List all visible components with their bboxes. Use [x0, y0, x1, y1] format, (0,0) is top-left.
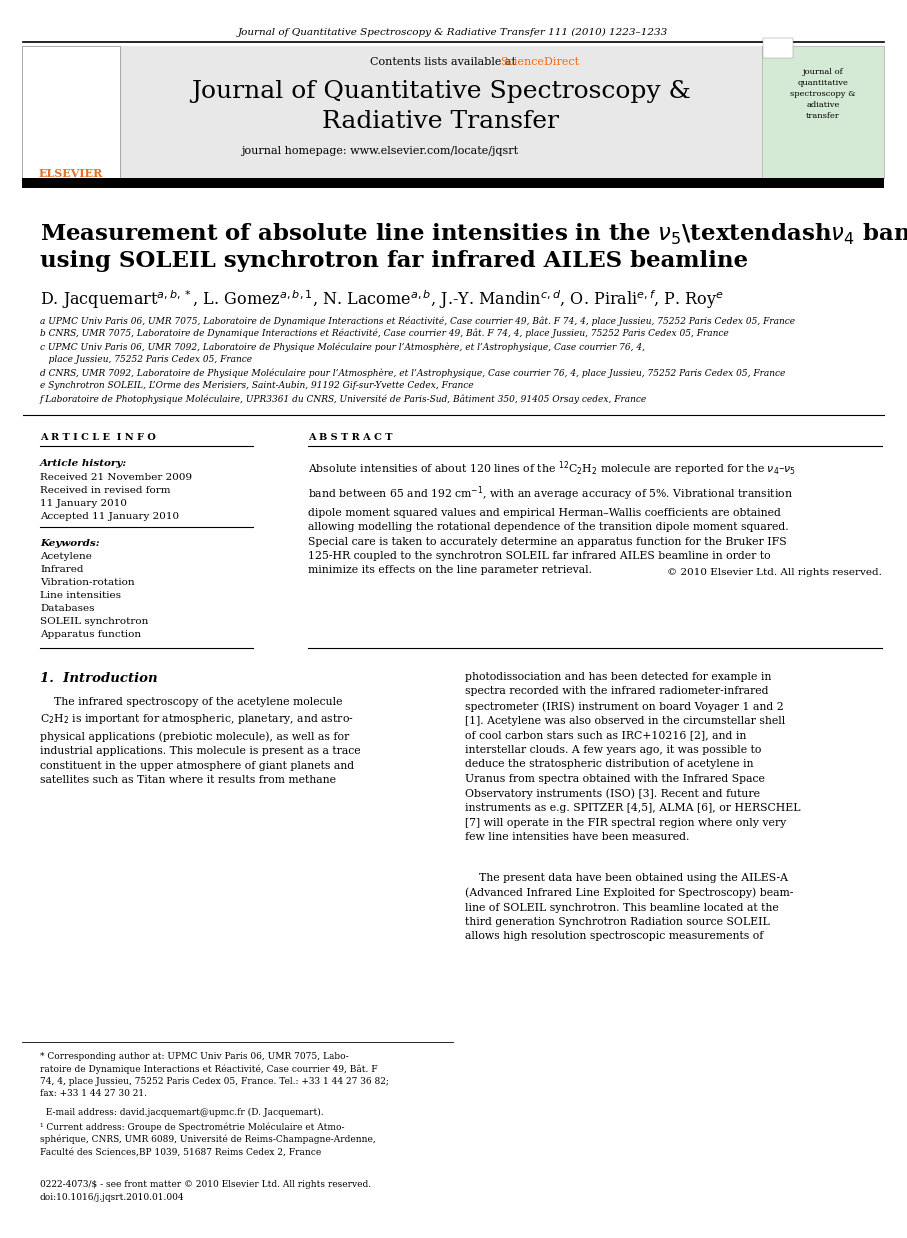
Text: using SOLEIL synchrotron far infrared AILES beamline: using SOLEIL synchrotron far infrared AI… [40, 250, 748, 272]
Bar [120, 46, 762, 178]
Text: Received in revised form: Received in revised form [40, 487, 171, 495]
Text: ¹ Current address: Groupe de Spectrométrie Moléculaire et Atmo-
sphérique, CNRS,: ¹ Current address: Groupe de Spectrométr… [40, 1122, 375, 1156]
Text: d CNRS, UMR 7092, Laboratoire de Physique Moléculaire pour l’Atmosphère, et l’As: d CNRS, UMR 7092, Laboratoire de Physiqu… [40, 368, 785, 378]
Text: c UPMC Univ Paris 06, UMR 7092, Laboratoire de Physique Moléculaire pour l’Atmos: c UPMC Univ Paris 06, UMR 7092, Laborato… [40, 342, 645, 352]
Text: e Synchrotron SOLEIL, L’Orme des Merisiers, Saint-Aubin, 91192 Gif-sur-Yvette Ce: e Synchrotron SOLEIL, L’Orme des Merisie… [40, 381, 473, 390]
Text: Journal of Quantitative Spectroscopy & Radiative Transfer 111 (2010) 1223–1233: Journal of Quantitative Spectroscopy & R… [238, 28, 668, 37]
Text: Journal of Quantitative Spectroscopy &: Journal of Quantitative Spectroscopy & [191, 80, 691, 103]
Text: Absolute intensities of about 120 lines of the $^{12}$C$_2$H$_2$ molecule are re: Absolute intensities of about 120 lines … [308, 459, 795, 576]
Bar [763, 38, 793, 58]
Text: doi:10.1016/j.jqsrt.2010.01.004: doi:10.1016/j.jqsrt.2010.01.004 [40, 1193, 185, 1202]
Text: b CNRS, UMR 7075, Laboratoire de Dynamique Interactions et Réactivité, Case cour: b CNRS, UMR 7075, Laboratoire de Dynamiq… [40, 329, 728, 338]
Text: Apparatus function: Apparatus function [40, 630, 141, 639]
Text: Radiative Transfer: Radiative Transfer [323, 110, 560, 132]
Text: The infrared spectroscopy of the acetylene molecule
C$_2$H$_2$ is important for : The infrared spectroscopy of the acetyle… [40, 697, 361, 785]
Text: ScienceDirect: ScienceDirect [500, 57, 580, 67]
Text: place Jussieu, 75252 Paris Cedex 05, France: place Jussieu, 75252 Paris Cedex 05, Fra… [40, 355, 252, 364]
Text: Contents lists available at: Contents lists available at [370, 57, 520, 67]
Text: Infrared: Infrared [40, 565, 83, 574]
Text: Vibration-rotation: Vibration-rotation [40, 578, 134, 587]
Text: 1.  Introduction: 1. Introduction [40, 672, 158, 685]
Bar [762, 46, 884, 178]
Text: Line intensities: Line intensities [40, 591, 121, 600]
Text: A R T I C L E  I N F O: A R T I C L E I N F O [40, 433, 156, 442]
Text: a UPMC Univ Paris 06, UMR 7075, Laboratoire de Dynamique Interactions et Réactiv: a UPMC Univ Paris 06, UMR 7075, Laborato… [40, 316, 795, 326]
Text: Databases: Databases [40, 604, 94, 613]
Text: ELSEVIER: ELSEVIER [39, 168, 103, 180]
Text: Keywords:: Keywords: [40, 539, 100, 548]
Text: f Laboratoire de Photophysique Moléculaire, UPR3361 du CNRS, Université de Paris: f Laboratoire de Photophysique Moléculai… [40, 394, 648, 404]
Text: journal of
quantitative
spectroscopy &
adiative
transfer: journal of quantitative spectroscopy & a… [790, 68, 856, 120]
Text: The present data have been obtained using the AILES-A
(Advanced Infrared Line Ex: The present data have been obtained usin… [465, 873, 794, 941]
Text: photodissociation and has been detected for example in
spectra recorded with the: photodissociation and has been detected … [465, 672, 801, 842]
Text: A B S T R A C T: A B S T R A C T [308, 433, 393, 442]
Bar [22, 46, 120, 178]
Text: Acetylene: Acetylene [40, 552, 92, 561]
Text: Accepted 11 January 2010: Accepted 11 January 2010 [40, 513, 179, 521]
Text: * Corresponding author at: UPMC Univ Paris 06, UMR 7075, Labo-
ratoire de Dynami: * Corresponding author at: UPMC Univ Par… [40, 1052, 389, 1098]
Text: © 2010 Elsevier Ltd. All rights reserved.: © 2010 Elsevier Ltd. All rights reserved… [668, 568, 882, 577]
Text: 11 January 2010: 11 January 2010 [40, 499, 127, 508]
Text: D. Jacquemart$^{a,b,*}$, L. Gomez$^{a,b,1}$, N. Lacome$^{a,b}$, J.-Y. Mandin$^{c: D. Jacquemart$^{a,b,*}$, L. Gomez$^{a,b,… [40, 288, 724, 311]
Text: 0222-4073/$ - see front matter © 2010 Elsevier Ltd. All rights reserved.: 0222-4073/$ - see front matter © 2010 El… [40, 1180, 371, 1188]
Bar [22, 178, 884, 188]
Text: SOLEIL synchrotron: SOLEIL synchrotron [40, 617, 149, 626]
Text: Measurement of absolute line intensities in the $\nu_5$\textendash$\nu_4$ band o: Measurement of absolute line intensities… [40, 218, 907, 248]
Text: Received 21 November 2009: Received 21 November 2009 [40, 473, 192, 482]
Text: E-mail address: david.jacquemart@upmc.fr (D. Jacquemart).: E-mail address: david.jacquemart@upmc.fr… [40, 1108, 324, 1117]
Text: journal homepage: www.elsevier.com/locate/jqsrt: journal homepage: www.elsevier.com/locat… [241, 146, 519, 156]
Text: Article history:: Article history: [40, 459, 127, 468]
